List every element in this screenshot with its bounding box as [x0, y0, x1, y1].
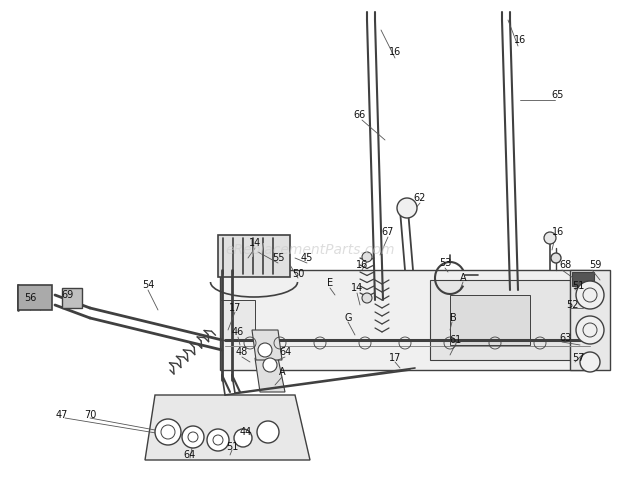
Text: 14: 14 — [249, 238, 261, 248]
Text: 17: 17 — [229, 303, 241, 313]
Text: 47: 47 — [56, 410, 68, 420]
Text: 55: 55 — [272, 253, 284, 263]
Polygon shape — [255, 358, 285, 392]
Polygon shape — [18, 285, 52, 310]
Text: 16: 16 — [552, 227, 564, 237]
Text: E: E — [327, 278, 333, 288]
Text: 67: 67 — [382, 227, 394, 237]
Text: 51: 51 — [572, 281, 584, 291]
Polygon shape — [570, 270, 610, 370]
Circle shape — [258, 343, 272, 357]
Circle shape — [263, 358, 277, 372]
Text: 65: 65 — [552, 90, 564, 100]
Polygon shape — [220, 300, 255, 340]
Text: 62: 62 — [414, 193, 426, 203]
Text: 68: 68 — [559, 260, 571, 270]
Circle shape — [576, 281, 604, 309]
Circle shape — [397, 198, 417, 218]
Polygon shape — [62, 288, 82, 308]
Circle shape — [182, 426, 204, 448]
Polygon shape — [430, 280, 570, 360]
Circle shape — [155, 419, 181, 445]
Text: 69: 69 — [62, 290, 74, 300]
Polygon shape — [145, 395, 310, 460]
Text: 16: 16 — [389, 47, 401, 57]
Text: 61: 61 — [449, 335, 461, 345]
Text: 16: 16 — [514, 35, 526, 45]
Text: eReplacementParts.com: eReplacementParts.com — [225, 243, 395, 257]
Text: 63: 63 — [559, 333, 571, 343]
Text: 14: 14 — [351, 283, 363, 293]
Text: 16: 16 — [356, 260, 368, 270]
Text: 45: 45 — [301, 253, 313, 263]
Text: 59: 59 — [589, 260, 601, 270]
Text: 46: 46 — [232, 327, 244, 337]
Bar — [450, 295, 530, 345]
Circle shape — [362, 252, 372, 262]
Circle shape — [576, 316, 604, 344]
Circle shape — [207, 429, 229, 451]
Circle shape — [551, 253, 561, 263]
Text: 48: 48 — [236, 347, 248, 357]
Text: 66: 66 — [354, 110, 366, 120]
Bar — [572, 272, 594, 286]
Circle shape — [362, 293, 372, 303]
Text: 17: 17 — [389, 353, 401, 363]
Text: 53: 53 — [439, 258, 451, 268]
Polygon shape — [220, 270, 590, 370]
Text: 44: 44 — [240, 427, 252, 437]
Text: 57: 57 — [572, 353, 584, 363]
Text: A: A — [459, 273, 466, 283]
Circle shape — [257, 421, 279, 443]
Polygon shape — [252, 330, 282, 360]
Text: 64: 64 — [184, 450, 196, 460]
Text: 50: 50 — [292, 269, 304, 279]
Text: G: G — [344, 313, 352, 323]
Text: 51: 51 — [226, 442, 238, 452]
Circle shape — [544, 232, 556, 244]
Text: 56: 56 — [24, 293, 36, 303]
Text: 64: 64 — [279, 347, 291, 357]
Text: 52: 52 — [565, 300, 578, 310]
Text: 54: 54 — [142, 280, 154, 290]
Circle shape — [580, 352, 600, 372]
Polygon shape — [218, 235, 290, 277]
Text: 70: 70 — [84, 410, 96, 420]
Text: A: A — [278, 367, 285, 377]
Circle shape — [234, 429, 252, 447]
Text: B: B — [450, 313, 456, 323]
